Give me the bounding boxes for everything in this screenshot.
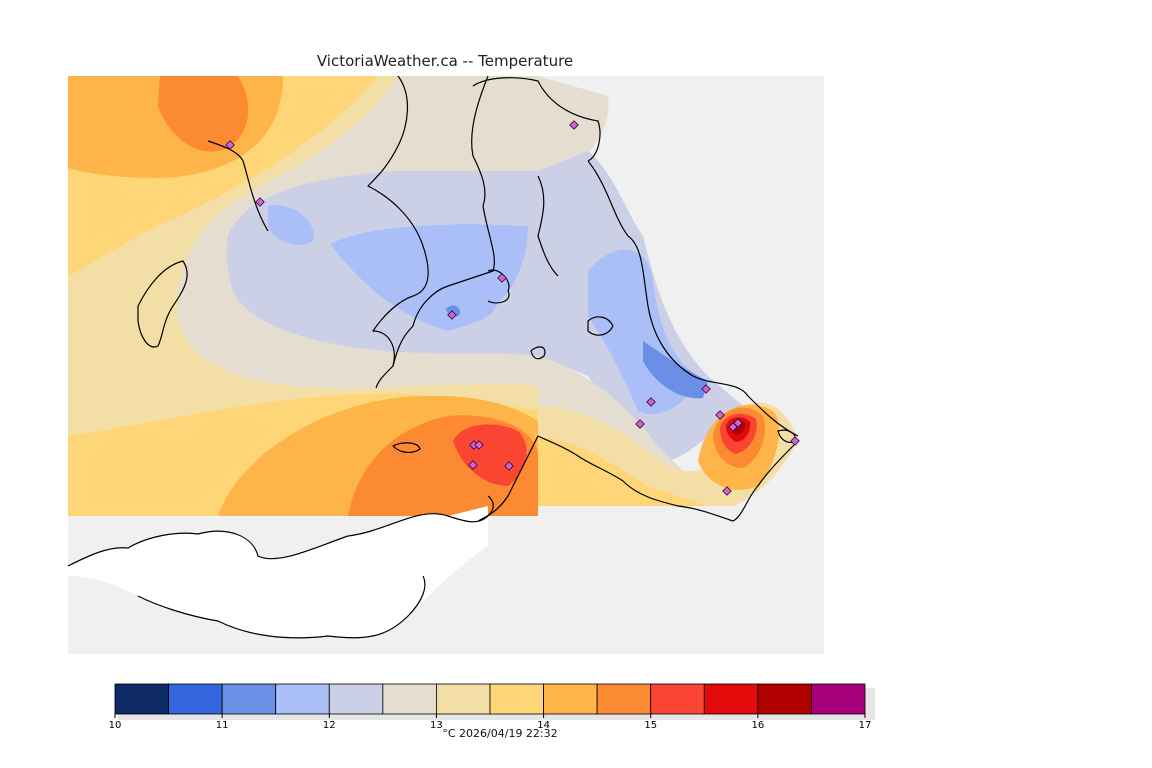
legend-tick-label: 14 <box>537 720 550 730</box>
legend-bin <box>650 683 705 715</box>
station-marker <box>447 310 457 320</box>
legend-tick-label: 16 <box>751 720 764 730</box>
coast-saanich-west <box>537 175 559 277</box>
legend-bin <box>757 683 812 715</box>
island-saanich-lake <box>587 316 614 336</box>
legend-bin <box>436 683 491 715</box>
legend-bin <box>168 683 223 715</box>
legend-bin <box>703 683 759 715</box>
station-marker <box>497 273 507 283</box>
station-marker <box>504 461 514 471</box>
legend-tick-label: 12 <box>323 720 336 730</box>
station-marker <box>646 397 656 407</box>
station-marker <box>701 384 711 394</box>
west-temperature-field <box>68 76 538 516</box>
coast-victoria-south <box>537 435 799 522</box>
legend-bin <box>489 683 544 715</box>
legend-tick-label: 13 <box>430 720 443 730</box>
legend-bin <box>811 683 866 715</box>
station-marker <box>469 440 479 450</box>
legend-bin <box>221 683 277 715</box>
station-marker <box>722 486 732 496</box>
station-marker <box>715 410 725 420</box>
coast-olympic <box>137 575 426 639</box>
band-11-5-inlet <box>428 276 499 325</box>
legend-bin <box>275 683 330 715</box>
no-data-land <box>68 506 488 638</box>
weather-stations <box>225 120 800 496</box>
coast-south-vancouver-island <box>367 76 429 389</box>
units-and-timestamp: °C 2026/04/19 22:32 <box>442 727 558 740</box>
east-band-13-5 <box>538 436 708 506</box>
coast-saanich-east <box>587 160 799 437</box>
island-central <box>530 346 546 360</box>
coast-salt-spring <box>472 77 601 162</box>
coast-juan-de-fuca-north <box>68 495 494 567</box>
coastlines <box>68 76 799 639</box>
station-marker <box>255 197 265 207</box>
station-marker <box>733 418 743 428</box>
legend-tick-label: 10 <box>109 720 122 730</box>
legend-tick-label: 17 <box>859 720 872 730</box>
east-band-11 <box>643 341 708 399</box>
coast-inlet-east <box>487 269 510 304</box>
temperature-map <box>68 76 824 654</box>
legend-tick-label: 11 <box>216 720 229 730</box>
temperature-legend: 10 11 12 13 14 15 16 17 <box>109 683 875 730</box>
legend-tick-label: 15 <box>644 720 657 730</box>
legend-bin <box>114 683 169 715</box>
station-marker <box>225 140 235 150</box>
station-marker <box>474 440 484 450</box>
station-marker <box>569 120 579 130</box>
island-piers <box>137 260 188 348</box>
legend-bin <box>328 683 384 715</box>
band-11-5-west <box>268 205 314 246</box>
station-marker <box>635 419 645 429</box>
island-small-west <box>392 442 421 453</box>
band-15-nw <box>158 76 249 152</box>
island-north-east <box>207 140 269 232</box>
legend-bin <box>382 683 437 715</box>
legend-bin <box>543 683 598 715</box>
map-title: VictoriaWeather.ca -- Temperature <box>316 52 574 70</box>
legend-bins <box>114 683 866 715</box>
band-15-south <box>453 424 527 486</box>
coast-saanich-inlet <box>392 76 495 367</box>
station-marker <box>468 460 478 470</box>
legend-ticks: 10 11 12 13 14 15 16 17 <box>109 714 872 730</box>
legend-bin <box>596 683 652 715</box>
station-marker <box>790 436 800 446</box>
